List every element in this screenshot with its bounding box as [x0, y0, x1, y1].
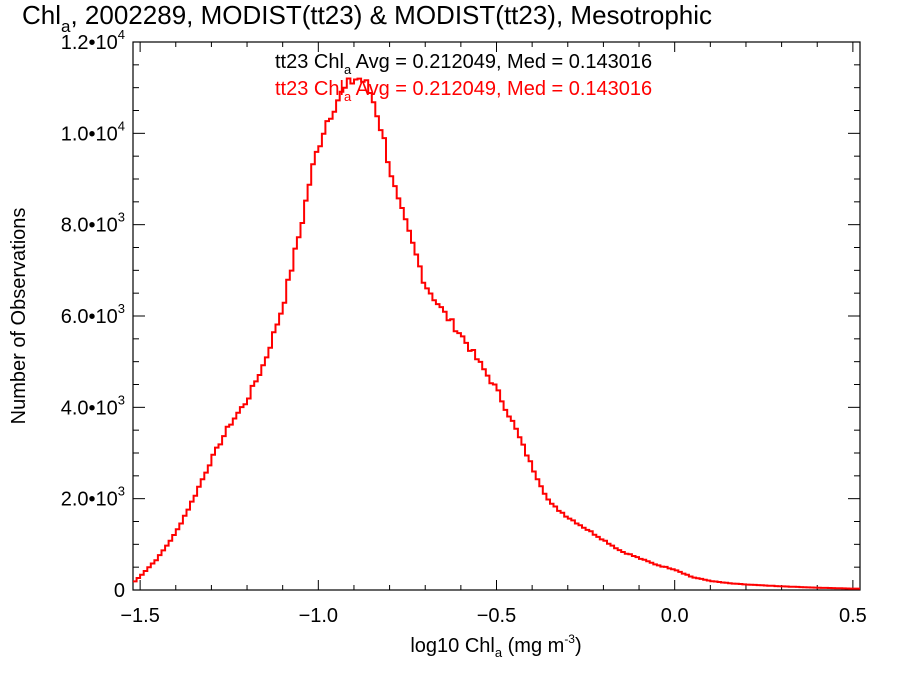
- x-axis-ticks: −1.5 −1.0 −0.5 0.0 0.5: [120, 42, 867, 627]
- x-axis-label-main: log10 Chl: [410, 635, 495, 657]
- y-tick-label: 1.2•104: [61, 27, 125, 54]
- x-tick-label: −1.0: [299, 605, 338, 627]
- y-tick-label: 6.0•103: [61, 301, 125, 328]
- y-tick-label-exponent: 4: [118, 118, 125, 133]
- stats-annotation-red-subscript: a: [344, 89, 352, 104]
- stats-annotation-black-values: Avg = 0.212049, Med = 0.143016: [351, 51, 652, 73]
- chart-title-main: Chl: [22, 0, 61, 30]
- y-tick-label: 8.0•103: [61, 210, 125, 237]
- y-tick-label-mantissa: 1.0•10: [61, 123, 118, 145]
- stats-annotation-black: tt23 Chla Avg = 0.212049, Med = 0.143016: [275, 51, 652, 77]
- chart-title-subscript: a: [61, 17, 71, 36]
- y-tick-label: 4.0•103: [61, 392, 125, 419]
- chart-title: Chla, 2002289, MODIST(tt23) & MODIST(tt2…: [22, 0, 712, 36]
- stats-annotation-black-subscript: a: [344, 62, 352, 77]
- x-tick-label: 0.0: [661, 605, 689, 627]
- chart-title-rest: , 2002289, MODIST(tt23) & MODIST(tt23), …: [70, 0, 712, 30]
- y-tick-label-exponent: 3: [118, 484, 125, 499]
- y-tick-label-exponent: 3: [118, 392, 125, 407]
- stats-annotation-red: tt23 Chla Avg = 0.212049, Med = 0.143016: [275, 78, 652, 104]
- stats-annotation-red-prefix: tt23 Chl: [275, 78, 344, 100]
- x-tick-label: 0.5: [839, 605, 867, 627]
- y-axis-label: Number of Observations: [8, 208, 30, 425]
- x-axis-label-units-exponent: -3: [564, 632, 575, 646]
- x-axis-label-subscript: a: [495, 645, 503, 660]
- x-axis-label: log10 Chla (mg m-3): [410, 632, 581, 660]
- y-axis-ticks: 02.0•1034.0•1036.0•1038.0•1031.0•1041.2•…: [61, 27, 860, 602]
- stats-annotation-black-prefix: tt23 Chl: [275, 51, 344, 73]
- y-tick-label: 1.0•104: [61, 118, 125, 145]
- y-tick-label-mantissa: 0: [114, 580, 125, 602]
- y-tick-label: 0: [114, 580, 125, 602]
- x-axis-label-units: (mg m: [502, 635, 564, 657]
- y-tick-label-mantissa: 1.2•10: [61, 32, 118, 54]
- y-tick-label-mantissa: 4.0•10: [61, 397, 118, 419]
- x-tick-label: −1.5: [120, 605, 159, 627]
- stats-annotation-red-values: Avg = 0.212049, Med = 0.143016: [351, 78, 652, 100]
- y-tick-label-mantissa: 2.0•10: [61, 489, 118, 511]
- y-tick-label: 2.0•103: [61, 484, 125, 511]
- histogram-series-line: [133, 77, 860, 590]
- y-tick-label-mantissa: 8.0•10: [61, 215, 118, 237]
- plot-area-frame: [132, 41, 861, 591]
- x-axis-label-close: ): [575, 635, 582, 657]
- y-tick-label-exponent: 3: [118, 210, 125, 225]
- y-tick-label-mantissa: 6.0•10: [61, 306, 118, 328]
- y-tick-label-exponent: 4: [118, 27, 125, 42]
- x-tick-label: −0.5: [477, 605, 516, 627]
- y-tick-label-exponent: 3: [118, 301, 125, 316]
